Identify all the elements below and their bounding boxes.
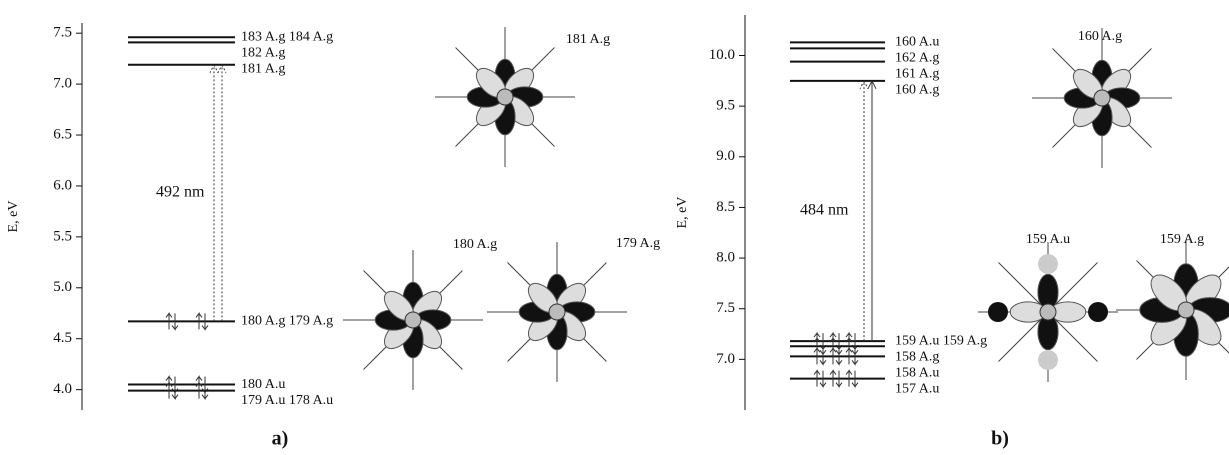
orbital-label: 180 A.g bbox=[453, 237, 497, 252]
level-label: 180 A.g 179 A.g bbox=[241, 314, 333, 329]
orbital bbox=[1116, 240, 1229, 380]
lobe bbox=[1038, 350, 1058, 370]
level-label: 180 A.u bbox=[241, 377, 285, 392]
level-label: 158 A.g bbox=[895, 349, 939, 364]
level-label: 159 A.u 159 A.g bbox=[895, 333, 987, 348]
level-label: 160 A.u bbox=[895, 35, 939, 50]
y-tick-label: 10.0 bbox=[709, 47, 735, 63]
y-tick-label: 8.0 bbox=[716, 250, 735, 266]
transition-arrow bbox=[868, 81, 876, 341]
figure: 4.0 4.5 5.0 5.5 6.0 6.5 7.0 7.5 E, eV 183 A.g 184… bbox=[0, 0, 1229, 455]
y-tick-label: 7.5 bbox=[716, 300, 735, 316]
y-tick-label: 7.0 bbox=[53, 76, 72, 92]
transition-arrow bbox=[210, 65, 218, 322]
y-tick-label: 9.5 bbox=[716, 98, 735, 114]
y-tick-label: 6.5 bbox=[53, 126, 72, 142]
y-tick-label: 8.5 bbox=[716, 199, 735, 215]
center bbox=[1178, 302, 1194, 318]
y-tick-label: 5.0 bbox=[53, 279, 72, 295]
center bbox=[549, 304, 565, 320]
page: 4.0 4.5 5.0 5.5 6.0 6.5 7.0 7.5 E, eV 183 A.g 184… bbox=[0, 0, 1229, 455]
center bbox=[497, 89, 513, 105]
level-label: 181 A.g bbox=[241, 61, 285, 76]
y-tick-label: 4.5 bbox=[53, 330, 72, 346]
orbital-label: 179 A.g bbox=[616, 236, 660, 251]
transition-arrow bbox=[860, 81, 868, 341]
level-label: 162 A.g bbox=[895, 51, 939, 66]
orbital bbox=[487, 242, 627, 382]
center bbox=[1040, 304, 1056, 320]
orbital bbox=[1032, 28, 1172, 168]
lobe bbox=[1088, 302, 1108, 322]
level-label: 161 A.g bbox=[895, 67, 939, 82]
orbital-label: 181 A.g bbox=[566, 32, 610, 47]
level-label: 160 A.g bbox=[895, 83, 939, 98]
y-tick-label: 7.5 bbox=[53, 25, 72, 41]
orbital bbox=[978, 242, 1118, 382]
y-tick-label: 7.0 bbox=[716, 351, 735, 367]
panel-label: a) bbox=[272, 428, 289, 450]
orbital-label: 160 A.g bbox=[1078, 29, 1122, 44]
panel-label: b) bbox=[991, 428, 1009, 450]
y-axis-label: E, eV bbox=[6, 201, 21, 233]
transition-arrow bbox=[218, 65, 226, 322]
y-tick-label: 4.0 bbox=[53, 381, 72, 397]
lobe bbox=[1038, 254, 1058, 274]
transition-label: 484 nm bbox=[800, 202, 849, 219]
y-axis-label: E, eV bbox=[675, 197, 690, 229]
y-tick-label: 5.5 bbox=[53, 228, 72, 244]
center bbox=[1094, 90, 1110, 106]
level-label: 182 A.g bbox=[241, 45, 285, 60]
y-tick-label: 6.0 bbox=[53, 177, 72, 193]
orbital-label: 159 A.g bbox=[1160, 232, 1204, 247]
lobe bbox=[988, 302, 1008, 322]
level-label: 179 A.u 178 A.u bbox=[241, 393, 333, 408]
center bbox=[405, 312, 421, 328]
orbital bbox=[435, 27, 575, 167]
y-tick-label: 9.0 bbox=[716, 148, 735, 164]
orbital-label: 159 A.u bbox=[1026, 232, 1070, 247]
level-label: 158 A.u bbox=[895, 365, 939, 380]
transition-label: 492 nm bbox=[156, 184, 205, 201]
level-label: 183 A.g 184 A.g bbox=[241, 29, 333, 44]
orbital bbox=[343, 250, 483, 390]
level-label: 157 A.u bbox=[895, 381, 939, 396]
